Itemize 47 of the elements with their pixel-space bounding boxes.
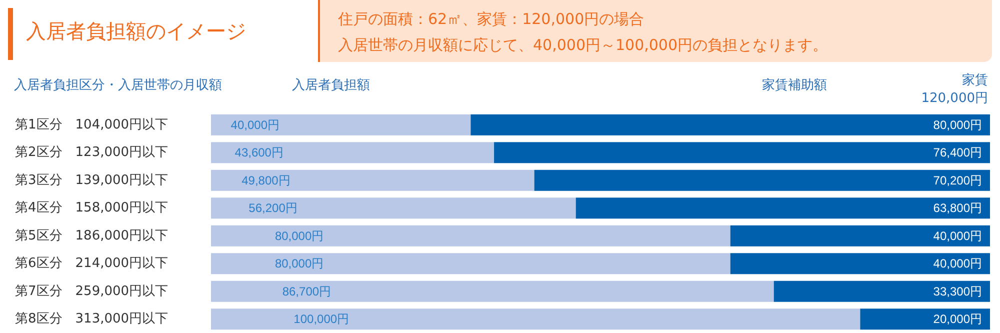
bar [860, 308, 990, 330]
data-label: 80,000円 [274, 228, 324, 243]
data-label: 80,000円 [274, 256, 324, 271]
data-label: 100,000円 [294, 312, 350, 326]
bar [211, 114, 471, 136]
y-axis-title: 入居者負担区分・入居世帯の月収額 [14, 77, 222, 94]
data-label: 40,000円 [933, 228, 982, 243]
y-tick-label: 第7区分 259,000円以下 [15, 284, 168, 299]
series-label: 入居者負担額 [292, 77, 370, 94]
data-label: 20,000円 [933, 312, 982, 326]
bar [534, 170, 990, 191]
data-label: 40,000円 [230, 118, 280, 132]
bar [211, 142, 494, 164]
data-label: 70,200円 [933, 173, 982, 188]
text: 住戸の面積：62㎡、家賃：120,000円の場合 [338, 10, 644, 29]
chart-title: 入居者負担額のイメージ [26, 18, 246, 45]
bar [576, 198, 990, 219]
series-label: 家賃補助額 [762, 77, 827, 94]
y-tick-label: 第2区分 123,000円以下 [15, 145, 168, 160]
y-tick-label: 第3区分 139,000円以下 [15, 172, 168, 188]
y-tick-label: 第8区分 313,000円以下 [15, 312, 168, 327]
data-label: 49,800円 [242, 173, 290, 188]
bar [211, 225, 730, 246]
data-label: 86,700円 [282, 284, 332, 298]
y-tick-label: 第4区分 158,000円以下 [15, 200, 168, 216]
bar [730, 225, 990, 246]
y-tick-label: 第6区分 214,000円以下 [15, 256, 168, 272]
data-label: 76,400円 [933, 146, 982, 160]
bar [211, 253, 730, 274]
bar [470, 114, 990, 136]
bar [211, 170, 534, 191]
data-label: 40,000円 [933, 256, 982, 271]
data-label: 80,000円 [933, 118, 982, 132]
data-label: 63,800円 [933, 201, 982, 216]
y-tick-label: 第5区分 186,000円以下 [15, 228, 168, 244]
bar [494, 142, 990, 164]
bar [211, 280, 774, 302]
bar [211, 308, 860, 330]
text: 入居世帯の月収額に応じて、40,000円～100,000円の負担となります。 [338, 36, 828, 55]
data-label: 43,600円 [234, 146, 284, 160]
bar [774, 280, 990, 302]
y-tick-label: 第1区分 104,000円以下 [15, 117, 168, 132]
text: 家賃 120,000円 [921, 72, 988, 108]
data-label: 33,300円 [933, 284, 982, 298]
bar [211, 198, 576, 219]
data-label: 56,200円 [248, 201, 298, 216]
bar [730, 253, 990, 274]
